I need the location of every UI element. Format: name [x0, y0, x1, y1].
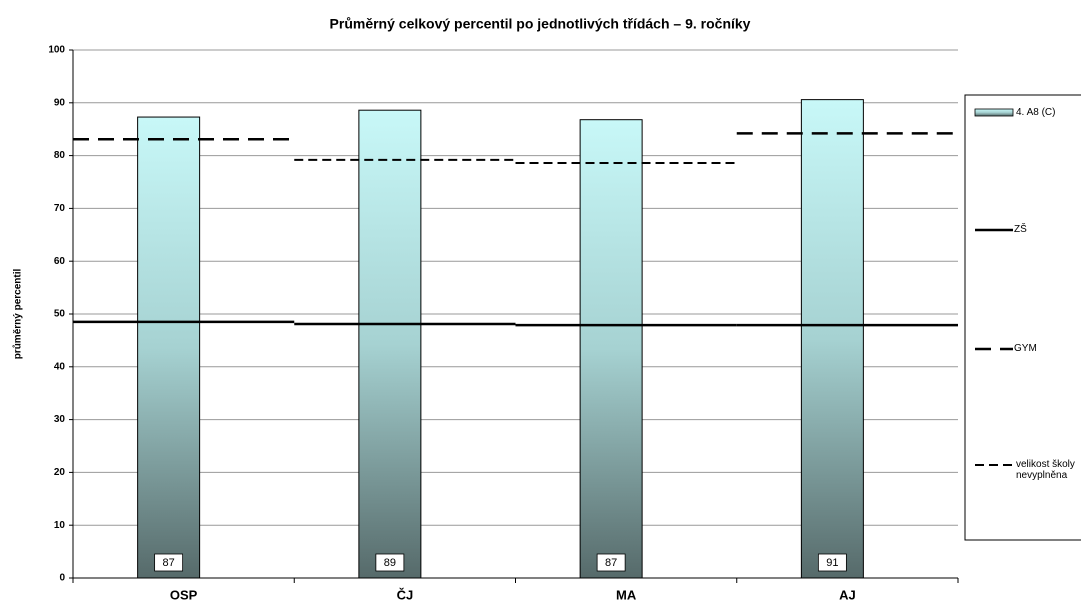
y-tick-label: 20 [54, 467, 66, 478]
x-tick-label: OSP [170, 587, 198, 602]
y-tick-label: 10 [54, 520, 66, 531]
x-tick-label: ČJ [397, 587, 414, 602]
x-tick-label: AJ [839, 587, 856, 602]
legend-box [964, 94, 1081, 541]
y-tick-label: 40 [54, 361, 66, 372]
value-label: 87 [605, 557, 617, 569]
value-label: 89 [384, 557, 396, 569]
chart-title: Průměrný celkový percentil po jednotlivý… [330, 16, 751, 32]
y-tick-label: 100 [48, 45, 65, 56]
y-tick-label: 50 [54, 309, 66, 320]
legend-label: GYM [1014, 343, 1037, 354]
y-tick-label: 80 [54, 150, 66, 161]
y-tick-label: 70 [54, 203, 66, 214]
value-label-box [596, 553, 626, 572]
y-tick-label: 90 [54, 97, 66, 108]
x-tick-label: MA [616, 587, 637, 602]
y-tick-label: 0 [59, 573, 65, 584]
value-label-box [154, 553, 184, 572]
legend-label: ZŠ [1014, 224, 1027, 235]
legend-label: 4. A8 (C) [1016, 107, 1056, 118]
legend-swatch [974, 108, 1014, 117]
bar [137, 116, 201, 579]
y-tick-label: 60 [54, 256, 66, 267]
bar [800, 99, 864, 579]
y-axis-label: průměrný percentil [12, 268, 24, 359]
bar [579, 119, 643, 579]
bar [358, 109, 422, 579]
value-label: 87 [163, 557, 175, 569]
y-tick-label: 30 [54, 414, 66, 425]
value-label: 91 [826, 557, 838, 569]
value-label-box [817, 553, 847, 572]
value-label-box [375, 553, 405, 572]
legend-label: velikost školy nevyplněna [1016, 459, 1075, 481]
